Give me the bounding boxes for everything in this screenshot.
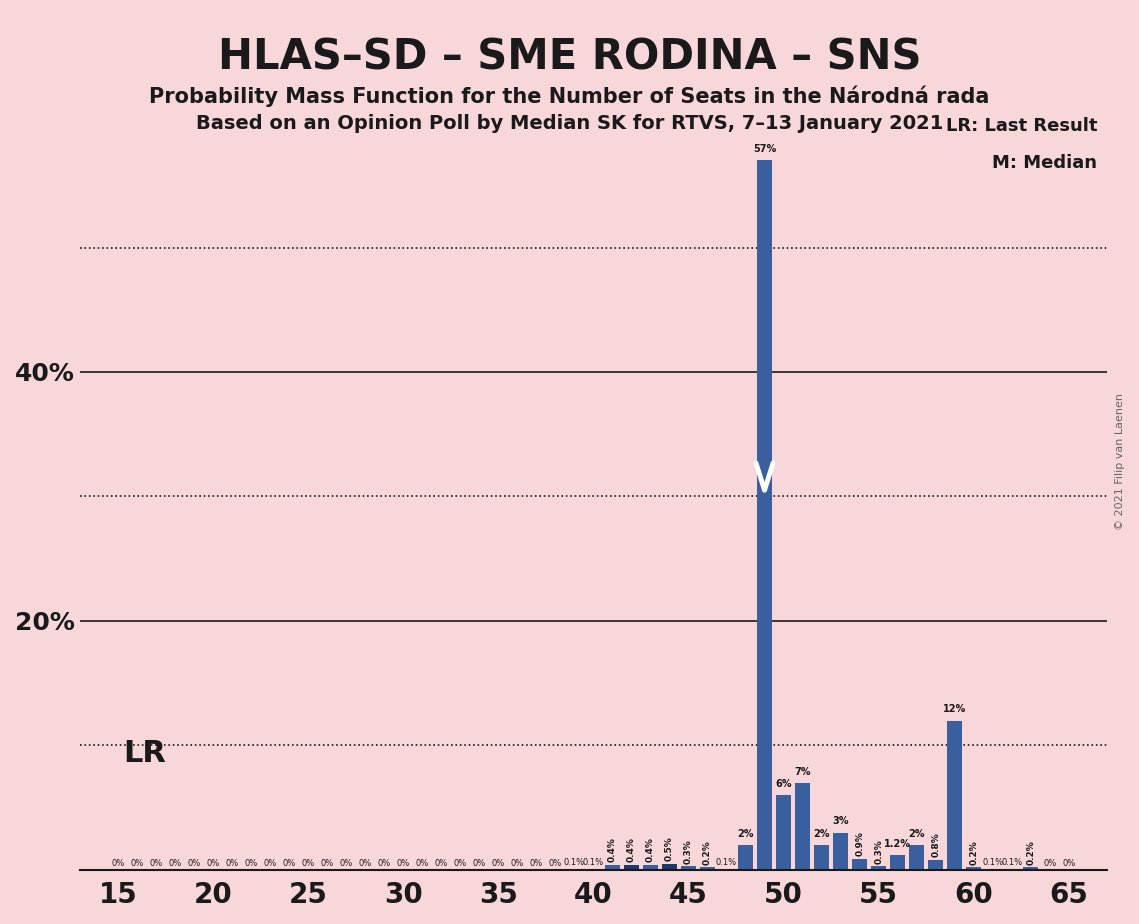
Text: 0%: 0% xyxy=(149,859,163,868)
Text: 0.5%: 0.5% xyxy=(665,836,674,861)
Text: © 2021 Filip van Laenen: © 2021 Filip van Laenen xyxy=(1115,394,1125,530)
Bar xyxy=(948,721,962,869)
Bar xyxy=(909,845,925,869)
Text: 0%: 0% xyxy=(396,859,410,868)
Text: HLAS–SD – SME RODINA – SNS: HLAS–SD – SME RODINA – SNS xyxy=(218,37,921,79)
Bar xyxy=(699,868,715,869)
Text: 1.2%: 1.2% xyxy=(884,839,911,849)
Text: 0.1%: 0.1% xyxy=(716,857,737,867)
Text: 0%: 0% xyxy=(339,859,353,868)
Bar xyxy=(642,865,658,869)
Text: 0.3%: 0.3% xyxy=(874,839,883,864)
Text: 0%: 0% xyxy=(1043,859,1057,868)
Text: 0.1%: 0.1% xyxy=(1001,857,1023,867)
Text: LR: LR xyxy=(123,739,166,768)
Text: 0%: 0% xyxy=(187,859,200,868)
Text: 0%: 0% xyxy=(1063,859,1075,868)
Text: 0%: 0% xyxy=(244,859,257,868)
Bar xyxy=(928,860,943,869)
Bar xyxy=(852,858,867,869)
Bar xyxy=(776,796,792,869)
Text: 57%: 57% xyxy=(753,144,776,154)
Text: 0.4%: 0.4% xyxy=(626,837,636,862)
Text: 0%: 0% xyxy=(549,859,562,868)
Text: 12%: 12% xyxy=(943,704,966,714)
Bar xyxy=(871,866,886,869)
Bar xyxy=(1023,868,1039,869)
Text: Based on an Opinion Poll by Median SK for RTVS, 7–13 January 2021: Based on an Opinion Poll by Median SK fo… xyxy=(196,114,943,133)
Text: 0%: 0% xyxy=(302,859,314,868)
Text: 3%: 3% xyxy=(833,816,849,826)
Text: 0.4%: 0.4% xyxy=(646,837,655,862)
Text: 0.4%: 0.4% xyxy=(608,837,617,862)
Text: 0%: 0% xyxy=(282,859,296,868)
Text: 2%: 2% xyxy=(737,829,754,839)
Bar xyxy=(814,845,829,869)
Text: 0.2%: 0.2% xyxy=(703,840,712,865)
Bar xyxy=(890,855,906,869)
Bar xyxy=(795,783,810,869)
Text: 0.9%: 0.9% xyxy=(855,832,865,857)
Text: 0%: 0% xyxy=(434,859,448,868)
Bar xyxy=(681,866,696,869)
Text: LR: Last Result: LR: Last Result xyxy=(945,116,1097,135)
Text: 0%: 0% xyxy=(416,859,428,868)
Bar xyxy=(757,161,772,869)
Text: 0%: 0% xyxy=(320,859,334,868)
Text: 0.3%: 0.3% xyxy=(683,839,693,864)
Text: 0%: 0% xyxy=(263,859,277,868)
Text: 0.8%: 0.8% xyxy=(932,833,940,857)
Text: M: Median: M: Median xyxy=(992,154,1097,172)
Text: 0%: 0% xyxy=(530,859,543,868)
Text: 0.2%: 0.2% xyxy=(969,840,978,865)
Bar xyxy=(624,865,639,869)
Text: 0%: 0% xyxy=(226,859,238,868)
Bar xyxy=(738,845,753,869)
Text: 0%: 0% xyxy=(169,859,181,868)
Text: 2%: 2% xyxy=(813,829,830,839)
Text: 0%: 0% xyxy=(206,859,220,868)
Text: 0%: 0% xyxy=(359,859,371,868)
Text: 0%: 0% xyxy=(130,859,144,868)
Text: 0.2%: 0.2% xyxy=(1026,840,1035,865)
Text: 0%: 0% xyxy=(377,859,391,868)
Text: 6%: 6% xyxy=(776,779,792,789)
Text: 0.1%: 0.1% xyxy=(583,857,604,867)
Bar xyxy=(605,865,620,869)
Text: Probability Mass Function for the Number of Seats in the Národná rada: Probability Mass Function for the Number… xyxy=(149,86,990,107)
Text: 0%: 0% xyxy=(112,859,124,868)
Text: 0.1%: 0.1% xyxy=(564,857,584,867)
Text: 0%: 0% xyxy=(473,859,486,868)
Text: 0%: 0% xyxy=(453,859,467,868)
Text: 0%: 0% xyxy=(492,859,505,868)
Text: 0.1%: 0.1% xyxy=(982,857,1003,867)
Bar xyxy=(662,864,677,869)
Text: 2%: 2% xyxy=(909,829,925,839)
Bar xyxy=(966,868,982,869)
Text: 0%: 0% xyxy=(510,859,524,868)
Bar xyxy=(833,833,849,869)
Text: 7%: 7% xyxy=(794,767,811,776)
